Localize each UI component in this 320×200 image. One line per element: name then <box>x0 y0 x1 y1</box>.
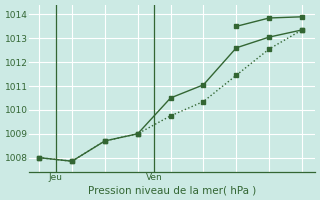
X-axis label: Pression niveau de la mer( hPa ): Pression niveau de la mer( hPa ) <box>88 185 256 195</box>
